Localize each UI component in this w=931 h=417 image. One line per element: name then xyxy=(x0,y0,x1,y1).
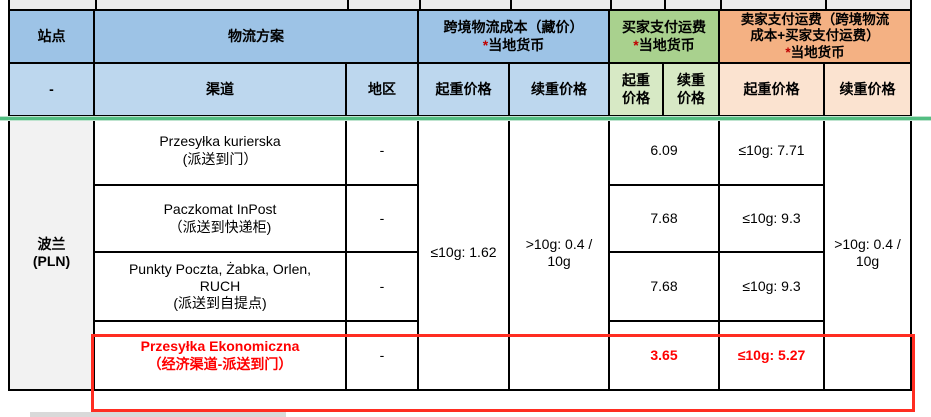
subheader-buyer-add-price: 续重 价格 xyxy=(662,62,720,117)
header-crossborder-cost: 跨境物流成本（藏价） *当地货币 xyxy=(417,9,610,64)
cell-region-row4: - xyxy=(345,320,419,391)
previous-row-sliver xyxy=(8,0,912,9)
header-crossborder-line1: 跨境物流成本（藏价） xyxy=(443,19,584,36)
subheader-crossborder-first-price: 起重价格 xyxy=(417,62,510,117)
cell-seller-first-price-row4: ≤10g: 5.27 xyxy=(718,320,825,391)
cell-buyer-price-row1: 6.09 xyxy=(608,115,720,186)
header-buyer-freight: 买家支付运费 *当地货币 xyxy=(608,9,720,64)
subheader-seller-add-price: 续重价格 xyxy=(823,62,912,117)
header-site: 站点 xyxy=(8,9,95,64)
cell-channel-ekonomiczna: Przesyłka Ekonomiczna （经济渠道-派送到门） xyxy=(93,320,347,391)
cell-region-row3: - xyxy=(345,251,419,322)
cell-crossborder-first-price: ≤10g: 1.62 xyxy=(417,115,510,391)
subheader-site-dash: - xyxy=(8,62,95,117)
header-seller-line1: 卖家支付运费（跨境物流 xyxy=(740,11,890,27)
header-seller-line3: *当地货币 xyxy=(785,44,845,60)
cell-site-poland: 波兰 (PLN) xyxy=(8,115,95,391)
asterisk: * xyxy=(785,44,791,60)
header-buyer-line1: 买家支付运费 xyxy=(622,19,706,36)
header-crossborder-line2: *当地货币 xyxy=(482,36,545,53)
cell-region-row1: - xyxy=(345,115,419,186)
cell-seller-first-price-row3: ≤10g: 9.3 xyxy=(718,251,825,322)
cell-channel-paczkomat: Paczkomat InPost （派送到快递柜) xyxy=(93,184,347,253)
subheader-seller-first-price: 起重价格 xyxy=(718,62,825,117)
subheader-channel: 渠道 xyxy=(93,62,347,117)
asterisk: * xyxy=(482,36,489,53)
asterisk: * xyxy=(633,36,639,53)
subheader-crossborder-add-price: 续重价格 xyxy=(508,62,610,117)
cell-buyer-price-row3: 7.68 xyxy=(608,251,720,322)
cell-crossborder-add-price: >10g: 0.4 /10g xyxy=(508,115,610,391)
cell-buyer-price-row4: 3.65 xyxy=(608,320,720,391)
subheader-region: 地区 xyxy=(345,62,419,117)
shipping-cost-table: 站点 物流方案 跨境物流成本（藏价） *当地货币 买家支付运费 *当地货币 卖家… xyxy=(8,9,912,391)
cell-region-row2: - xyxy=(345,184,419,253)
cell-seller-first-price-row2: ≤10g: 9.3 xyxy=(718,184,825,253)
header-buyer-line2: *当地货币 xyxy=(633,36,695,53)
cell-buyer-price-row2: 7.68 xyxy=(608,184,720,253)
header-seller-freight: 卖家支付运费（跨境物流 成本+买家支付运费） *当地货币 xyxy=(718,9,912,64)
cell-channel-kurierska: Przesyłka kurierska (派送到门） xyxy=(93,115,347,186)
freeze-pane-line xyxy=(0,117,931,120)
header-logistics-plan: 物流方案 xyxy=(93,9,419,64)
cell-seller-first-price-row1: ≤10g: 7.71 xyxy=(718,115,825,186)
header-seller-line2: 成本+买家支付运费） xyxy=(750,28,880,44)
cell-seller-add-price: >10g: 0.4 /10g xyxy=(823,115,912,391)
cell-channel-punkty: Punkty Poczta, Żabka, Orlen, RUCH (派送到自提点) xyxy=(93,251,347,322)
subheader-buyer-first-price: 起重 价格 xyxy=(608,62,664,117)
next-row-sliver xyxy=(30,412,286,417)
